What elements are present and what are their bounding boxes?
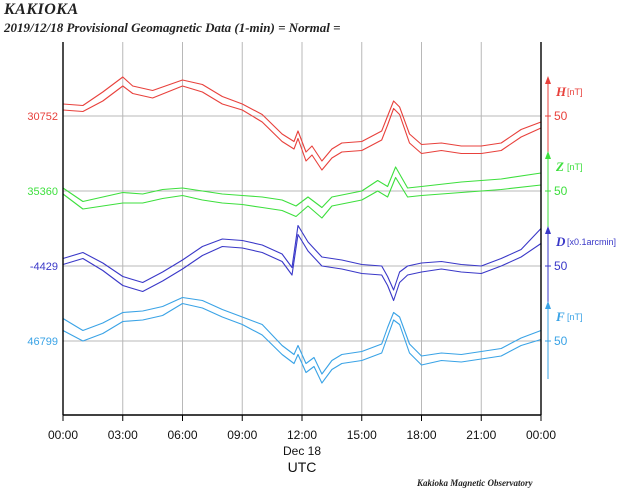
component-unit-d: [x0.1arcmin] <box>567 237 616 247</box>
trace-d-upper <box>62 224 542 291</box>
x-tick-label: 09:00 <box>227 428 257 442</box>
x-tick-label: 15:00 <box>347 428 377 442</box>
x-tick-label: 18:00 <box>406 428 436 442</box>
scale-label-f: 50 <box>554 334 568 348</box>
component-name-d: D <box>555 234 566 249</box>
arrow-head-z <box>545 151 551 159</box>
x-tick-label: 21:00 <box>466 428 496 442</box>
baseline-label-z: 35360 <box>27 186 58 198</box>
arrow-head-f <box>545 301 551 309</box>
arrow-head-h <box>545 76 551 84</box>
x-axis-label: UTC <box>288 459 317 475</box>
x-tick-label: 06:00 <box>167 428 197 442</box>
trace-f-lower <box>62 302 542 384</box>
chart-labels: 00:00 03:00 06:00 09:00 12:00 15:00 18:00 21:00… <box>27 84 616 475</box>
chart-axes <box>62 42 551 421</box>
arrow-head-d <box>545 226 551 234</box>
scale-label-z: 50 <box>554 184 568 198</box>
component-unit-f: [nT] <box>567 312 583 322</box>
x-tick-label: 00:00 <box>526 428 556 442</box>
x-tick-label: 12:00 <box>287 428 317 442</box>
chart-grid <box>63 42 541 415</box>
baseline-label-h: 30752 <box>27 111 58 123</box>
trace-d-lower <box>62 233 542 302</box>
component-name-h: H <box>555 84 567 99</box>
scale-label-h: 50 <box>554 109 568 123</box>
station-title: KAKIOKA <box>4 1 79 18</box>
x-tick-label: 00:00 <box>48 428 78 442</box>
component-unit-z: [nT] <box>567 162 583 172</box>
chart-subtitle: 2019/12/18 Provisional Geomagnetic Data … <box>4 20 341 35</box>
date-label: Dec 18 <box>283 444 321 458</box>
x-tick-label: 03:00 <box>108 428 138 442</box>
trace-z-lower <box>62 176 542 219</box>
baseline-label-d: -4429 <box>30 261 58 273</box>
chart-traces <box>62 76 542 384</box>
component-unit-h: [nT] <box>567 87 583 97</box>
scale-label-d: 50 <box>554 259 568 273</box>
component-name-f: F <box>555 309 565 324</box>
trace-z-upper <box>62 166 542 209</box>
component-name-z: Z <box>555 159 564 174</box>
observatory-credit: Kakioka Magnetic Observatory <box>417 478 533 488</box>
trace-f-upper <box>62 296 542 375</box>
trace-h-lower <box>62 85 542 171</box>
trace-h-upper <box>62 76 542 162</box>
baseline-label-f: 46799 <box>27 336 58 348</box>
